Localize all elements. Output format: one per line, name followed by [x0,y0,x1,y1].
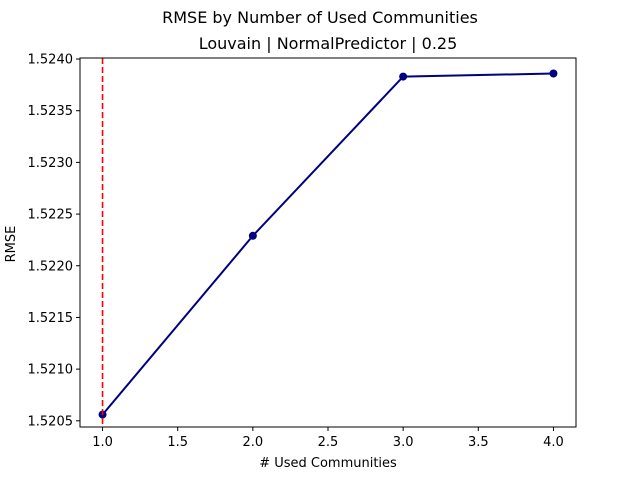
y-tick-label: 1.5205 [28,414,74,429]
x-tick-label: 1.5 [167,435,188,450]
axis-ticks: 1.0 1.5 2.0 2.5 3.0 3.5 4.0 1.5205 1.5210 1.5215 1… [28,53,564,450]
x-tick-label: 1.0 [92,435,113,450]
plot-layer [98,58,558,427]
y-tick-label: 1.5240 [28,53,74,68]
data-point [549,69,558,78]
x-tick-label: 2.0 [243,435,264,450]
y-tick-label: 1.5225 [28,208,74,223]
y-tick-label: 1.5220 [28,259,74,274]
chart-subtitle: Louvain | NormalPredictor | 0.25 [199,34,458,53]
data-point [248,231,257,240]
y-tick-label: 1.5230 [28,156,74,171]
x-tick-label: 2.5 [318,435,339,450]
chart-title: RMSE by Number of Used Communities [162,8,478,27]
y-tick-label: 1.5210 [28,363,74,378]
x-tick-label: 3.0 [393,435,414,450]
data-point [399,72,408,81]
x-tick-label: 4.0 [543,435,564,450]
y-axis-label: RMSE [4,226,19,263]
plot-frame [79,57,577,428]
y-tick-label: 1.5215 [28,311,74,326]
x-axis-label: # Used Communities [259,456,397,471]
y-tick-label: 1.5235 [28,104,74,119]
x-tick-label: 3.5 [468,435,489,450]
series-line [101,72,554,416]
